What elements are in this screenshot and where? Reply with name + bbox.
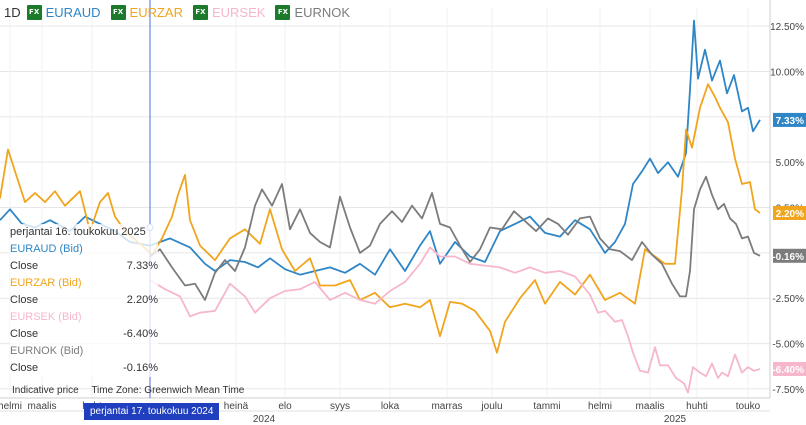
y-tick-label: -5.00%: [772, 340, 804, 351]
x-tick-label: loka: [381, 401, 400, 412]
last-value-label: -6.40%: [772, 365, 804, 376]
tooltip-close-label: Close: [10, 260, 39, 272]
tooltip-close-value: -6.40%: [123, 328, 158, 340]
legend-label-eurzar: EURZAR: [129, 4, 183, 20]
x-tick-label: maalis: [636, 401, 665, 412]
interval-label[interactable]: 1D: [4, 4, 21, 20]
y-tick-label: 10.00%: [770, 67, 804, 78]
x-tick-label: elo: [278, 401, 292, 412]
legend-item-eursek[interactable]: FX EURSEK: [192, 4, 266, 20]
x-tick-label: marras: [431, 401, 462, 412]
year-label: 2025: [664, 414, 687, 425]
last-value-badge: [773, 205, 806, 220]
x-tick-label: joulu: [480, 401, 502, 412]
x-tick-label: helmi: [0, 401, 22, 412]
legend-item-euraud[interactable]: FX EURAUD: [26, 4, 101, 20]
tooltip-close-label: Close: [10, 294, 39, 306]
x-tick-label: helmi: [588, 401, 612, 412]
fx-badge-icon: FX: [275, 4, 291, 20]
legend-label-eursek: EURSEK: [211, 4, 266, 20]
tooltip-close-value: -0.16%: [123, 362, 158, 374]
x-tick-label: touko: [736, 401, 761, 412]
last-value-label: 2.20%: [776, 209, 804, 220]
tooltip-close-value: 7.33%: [126, 260, 158, 272]
fx-badge-icon: FX: [26, 4, 42, 20]
last-value-label: 7.33%: [776, 116, 804, 127]
indicative-price-note: Indicative price: [12, 385, 79, 396]
last-value-label: -0.16%: [772, 252, 804, 263]
y-tick-label: 5.00%: [776, 158, 804, 169]
tooltip-close-label: Close: [10, 362, 39, 374]
last-value-badge: [773, 361, 806, 376]
crosshair-date-label: perjantai 17. toukokuu 2024: [84, 403, 220, 420]
x-tick-label: tammi: [533, 401, 560, 412]
crosshair-tooltip: perjantai 16. toukokuu 2025 EURAUD (Bid)…: [10, 224, 158, 377]
y-tick-label: 12.50%: [770, 22, 804, 33]
y-tick-label: -7.50%: [772, 385, 804, 396]
footnote: Indicative price Time Zone: Greenwich Me…: [12, 385, 254, 396]
timezone-note: Time Zone: Greenwich Mean Time: [91, 385, 245, 396]
tooltip-series-name: EURZAR (Bid): [10, 277, 82, 289]
y-tick-label: -2.50%: [772, 294, 804, 305]
fx-badge-icon: FX: [110, 4, 126, 20]
series-line-eurnok: [149, 175, 761, 301]
tooltip-close-label: Close: [10, 328, 39, 340]
series-line-eursek: [149, 246, 761, 394]
legend-item-eurzar[interactable]: FX EURZAR: [110, 4, 183, 20]
tooltip-date: perjantai 16. toukokuu 2025: [10, 226, 146, 238]
legend-label-euraud: EURAUD: [45, 4, 101, 20]
x-tick-label: huhti: [686, 401, 708, 412]
x-tick-label: maalis: [28, 401, 57, 412]
series-line-eurzar: [0, 83, 761, 354]
year-label: 2024: [253, 414, 276, 425]
last-value-badge: [773, 112, 806, 127]
legend-label-eurnok: EURNOK: [294, 4, 351, 20]
tooltip-series-name: EURNOK (Bid): [10, 345, 84, 357]
last-value-badge: [773, 248, 806, 263]
x-tick-label: heinä: [224, 401, 249, 412]
tooltip-series-name: EURAUD (Bid): [10, 243, 83, 255]
tooltip-close-value: 2.20%: [126, 294, 158, 306]
fx-badge-icon: FX: [192, 4, 208, 20]
legend: 1D FX EURAUD FX EURZAR FX EURSEK FX EURN…: [0, 0, 360, 24]
tooltip-series-name: EURSEK (Bid): [10, 311, 82, 323]
x-tick-label: syys: [330, 401, 350, 412]
legend-item-eurnok[interactable]: FX EURNOK: [275, 4, 351, 20]
